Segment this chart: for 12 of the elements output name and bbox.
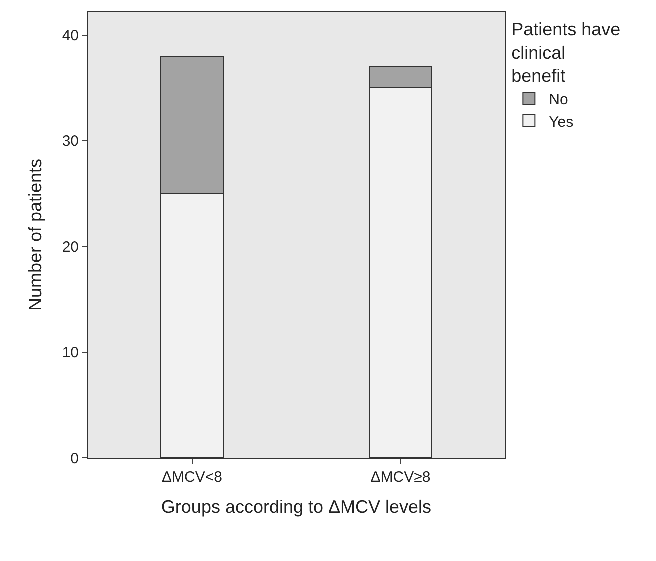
x-tick-label: ΔMCV<8 — [162, 469, 222, 486]
y-tick-label: 20 — [62, 238, 79, 256]
x-axis-title: Groups according to ΔMCV levels — [161, 497, 432, 518]
y-tick-label: 40 — [62, 28, 79, 44]
legend-label: Yes — [549, 114, 574, 131]
y-axis-title: Number of patients — [26, 158, 46, 312]
x-tick-label: ΔMCV≥8 — [370, 469, 431, 486]
legend-title: Patients have clinical benefit — [512, 19, 621, 86]
y-tick-label: 30 — [62, 133, 79, 150]
y-tick-label: 0 — [70, 450, 79, 468]
legend-label: No — [549, 91, 568, 108]
y-tick-label: 10 — [62, 344, 79, 362]
